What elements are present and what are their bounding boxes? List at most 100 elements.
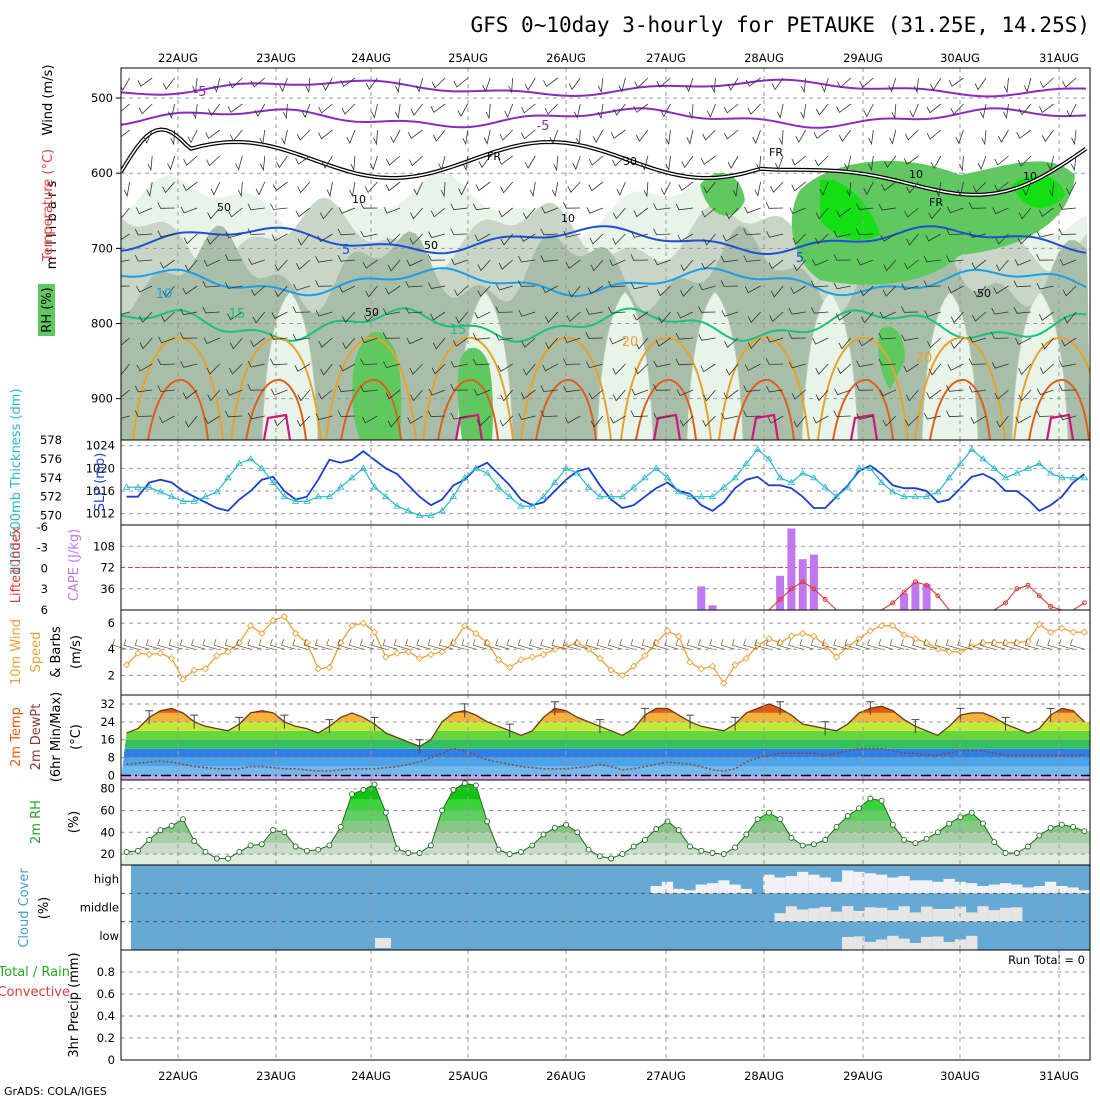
- wind-barb: [350, 155, 356, 172]
- wind-barb: [365, 285, 378, 298]
- date-label-bottom: 28AUG: [744, 1069, 784, 1083]
- wind-barb: [1066, 181, 1077, 196]
- wind-barb: [167, 155, 176, 171]
- precip-ytick-label: 0: [108, 1053, 115, 1067]
- li-ytick-label: 6: [41, 603, 48, 617]
- wind-barb: [544, 103, 559, 115]
- chart-title: GFS 0~10day 3-hourly for PETAUKE (31.25E…: [470, 13, 1090, 37]
- temp-contour-20-arch: [230, 336, 322, 440]
- wind-barb: [519, 233, 536, 242]
- wind-barb: [390, 129, 401, 144]
- wind-barb: [382, 332, 401, 339]
- cloud-high-cell: [695, 884, 707, 894]
- wind-barb: [147, 155, 153, 172]
- cloud-high-cell: [808, 874, 820, 894]
- cloud-middle-cell: [909, 912, 921, 922]
- rh-marker: [574, 829, 581, 836]
- wind-barb-10m: [1047, 639, 1062, 650]
- wind-speed-marker: [877, 622, 886, 630]
- date-label-top: 23AUG: [256, 51, 296, 65]
- wind-barb: [524, 77, 536, 91]
- wind-barb: [946, 206, 964, 214]
- wind-barb: [1036, 230, 1054, 238]
- thickness-marker: [1069, 474, 1077, 481]
- wind-barb: [769, 311, 784, 322]
- cloud-high-cell: [763, 874, 775, 894]
- temp-minmax-bar: [190, 714, 199, 729]
- wind-barb: [585, 332, 603, 339]
- wind-barb: [791, 181, 806, 192]
- wind-barb: [362, 259, 378, 269]
- wind-barb: [541, 206, 558, 214]
- rh-marker: [450, 786, 457, 793]
- thickness-marker: [145, 483, 153, 490]
- wind-barb: [923, 255, 941, 263]
- thickness-marker: [269, 478, 277, 485]
- wind-barb: [585, 308, 603, 315]
- wind-barb-10m: [191, 639, 206, 650]
- wind-barb: [836, 103, 852, 114]
- rh-marker: [134, 847, 141, 854]
- rh-marker: [732, 844, 739, 851]
- wind-barb: [635, 337, 649, 350]
- thickness-marker: [201, 492, 210, 500]
- wind-barb: [296, 259, 311, 270]
- wind-barb: [508, 77, 514, 94]
- wind-barb: [859, 285, 874, 297]
- wind-barb-10m: [292, 639, 307, 650]
- wind-barb: [789, 207, 806, 215]
- rh-marker: [484, 818, 491, 825]
- cloud-row-label: low: [99, 929, 119, 943]
- rh-marker: [292, 843, 299, 850]
- li-ylabel: Lifted Index: [9, 526, 24, 603]
- wind-barb: [838, 337, 852, 350]
- thickness-marker: [505, 492, 514, 500]
- temp-ytick-label: 32: [100, 697, 115, 711]
- wind-barb: [326, 181, 333, 198]
- wind-barb: [957, 181, 964, 197]
- wind-barb: [405, 306, 423, 314]
- wind-barb: [970, 415, 987, 424]
- wind-barb: [295, 207, 311, 218]
- wind-barb: [317, 233, 333, 243]
- cloud-middle-cell: [1011, 907, 1023, 922]
- wind-barb-10m: [1036, 639, 1051, 650]
- rh-marker: [427, 842, 434, 849]
- wind-barb-10m: [923, 639, 938, 650]
- wind-speed-marker: [607, 666, 615, 674]
- wind-barb: [430, 103, 446, 113]
- rh-marker: [720, 851, 727, 858]
- wind-barb: [815, 207, 829, 220]
- rh-band: [121, 799, 1090, 811]
- wind-speed-marker: [753, 641, 762, 649]
- wind-barb: [977, 155, 987, 171]
- thickness-marker: [359, 464, 368, 471]
- wind-barb: [339, 363, 356, 372]
- wind-barb-10m: [619, 639, 634, 650]
- thickness-marker: [911, 492, 920, 500]
- wind-barb: [543, 77, 559, 87]
- wind-barb: [795, 129, 807, 144]
- wind-barb: [386, 155, 401, 166]
- wind-barb: [618, 77, 626, 93]
- wind-barb: [273, 415, 288, 427]
- rh-marker: [822, 836, 829, 843]
- wind-barb-10m: [754, 639, 769, 650]
- wind-barb: [296, 129, 311, 141]
- wind-barb: [207, 207, 221, 220]
- rh-marker: [754, 816, 761, 823]
- cloud-high-cell: [1022, 887, 1034, 894]
- wind-speed-marker: [810, 632, 818, 640]
- wind-barb-10m: [236, 639, 251, 650]
- rh-marker: [472, 782, 479, 789]
- wind-barb: [540, 228, 558, 236]
- wind-barb: [203, 337, 220, 345]
- wind-ytick-label: 4: [108, 642, 115, 656]
- wind-barb: [182, 285, 198, 295]
- wind-barb: [643, 181, 649, 198]
- wind-barb: [703, 181, 716, 194]
- wind-barb: [549, 129, 559, 145]
- wind-barb: [947, 285, 964, 294]
- wind-barb: [409, 233, 423, 245]
- wind-speed-marker: [720, 679, 728, 687]
